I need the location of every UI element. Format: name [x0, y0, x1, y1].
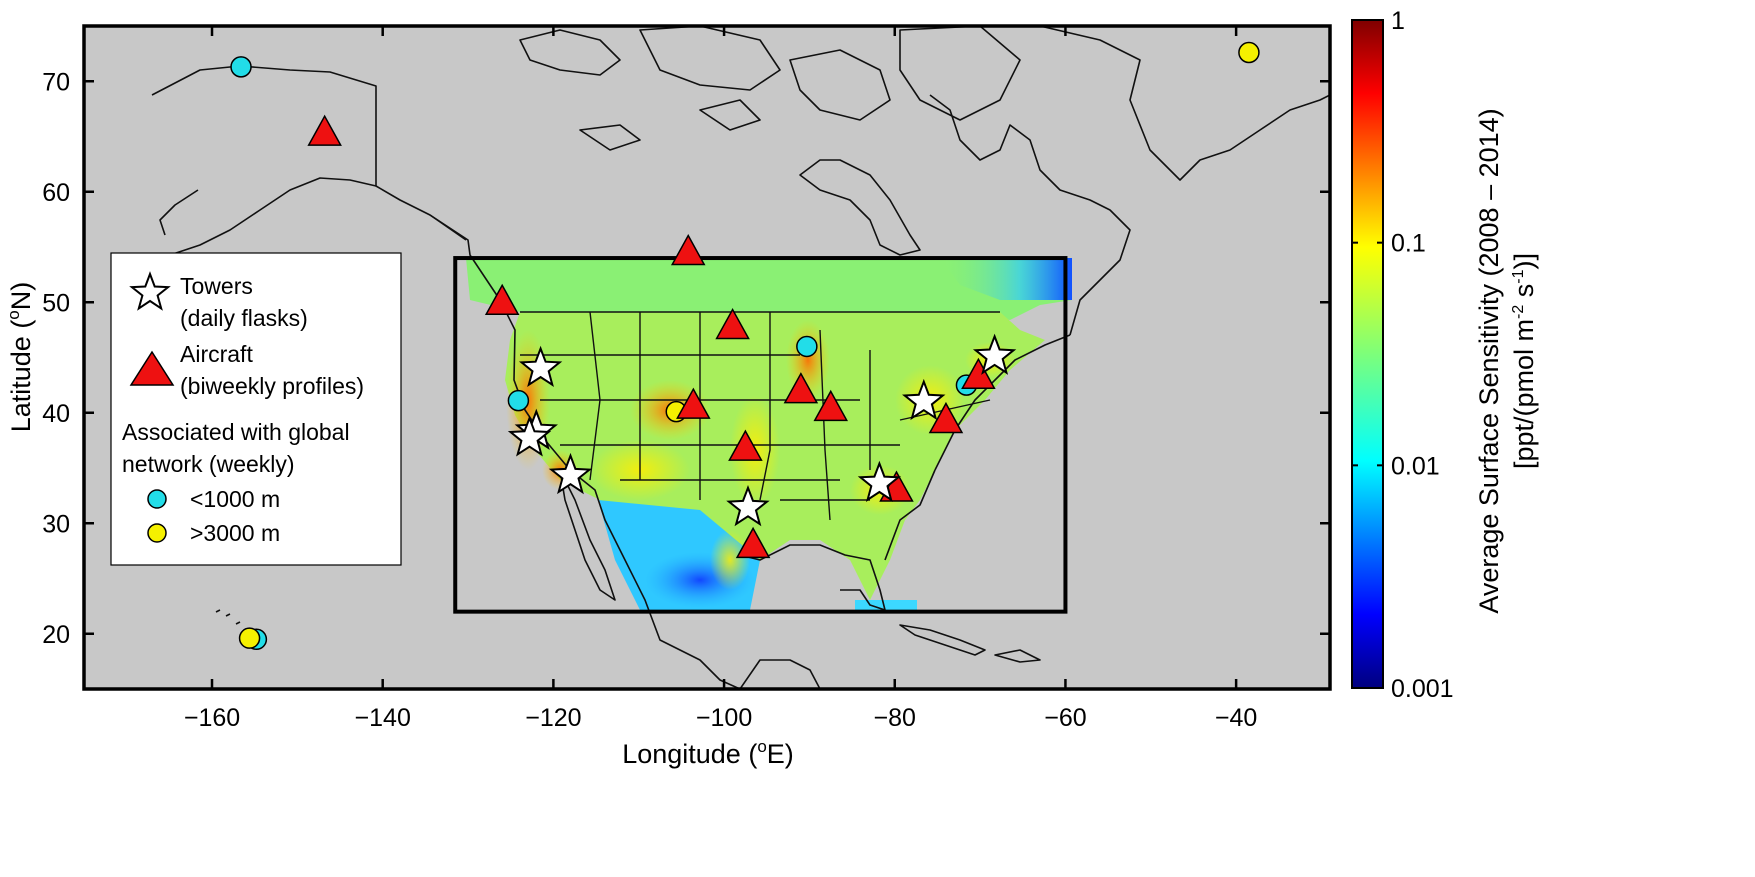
x-tick-label: −60: [1044, 704, 1086, 732]
colorbar-ticks: 1 0.1 0.01 0.001: [1352, 7, 1454, 703]
colorbar-tick-label: 1: [1391, 7, 1405, 35]
x-tick-label: −120: [525, 704, 581, 732]
legend-aircraft-icon: [129, 350, 175, 386]
global-high-site: [238, 627, 261, 649]
y-tick-label: 30: [42, 510, 70, 538]
colorbar-tick-label: 0.1: [1391, 230, 1426, 258]
tower-site: [972, 333, 1017, 375]
x-tick-label: −80: [874, 704, 916, 732]
tower-site: [518, 345, 563, 387]
x-tick-label: −140: [355, 704, 411, 732]
inversion-domain-box: [453, 256, 1068, 614]
aircraft-site: [735, 526, 771, 559]
y-tick-label: 70: [42, 68, 70, 96]
aircraft-site: [307, 114, 342, 146]
colorbar: 1 0.1 0.01 0.001 Average Surface Sensitivit…: [1351, 7, 1539, 703]
tower-site: [548, 452, 593, 495]
tower-site: [902, 378, 946, 421]
coastlines: [139, 26, 1330, 689]
legend: Towers (daily flasks) Aircraft (biweekly…: [110, 252, 402, 566]
x-tick-label: −40: [1215, 704, 1257, 732]
y-tick-label: 60: [42, 179, 70, 207]
legend-towers-sub: (daily flasks): [180, 305, 308, 331]
x-tick-label: −160: [184, 704, 240, 732]
tower-site: [857, 460, 902, 502]
x-axis-title: Longitude (oE): [622, 737, 794, 769]
aircraft-site: [484, 283, 520, 315]
legend-global-line2: network (weekly): [122, 451, 295, 477]
colorbar-tick-label: 0.001: [1391, 675, 1454, 703]
state-borders: [429, 214, 1000, 521]
legend-low-label: <1000 m: [190, 486, 280, 512]
colorbar-title-line2: [ppt/(pmol m-2 s-1)]: [1509, 253, 1539, 469]
tower-site: [726, 484, 770, 527]
legend-aircraft-sub: (biweekly profiles): [180, 373, 364, 399]
y-axis-ticks: 20 30 40 50 60 70: [42, 68, 1330, 649]
legend-aircraft-label: Aircraft: [180, 341, 253, 367]
y-tick-label: 40: [42, 400, 70, 428]
plot-frame: [82, 24, 1332, 691]
aircraft-site: [813, 389, 849, 422]
map-layer: [139, 26, 1330, 689]
colorbar-gradient: [1351, 19, 1384, 689]
site-markers: [230, 41, 1260, 651]
global-low-site: [230, 56, 252, 78]
global-low-site: [507, 389, 530, 412]
aircraft-site: [676, 387, 711, 419]
legend-high-icon: [147, 523, 167, 543]
aircraft-site: [928, 401, 964, 434]
tower-site: [507, 415, 552, 457]
colorbar-tick-label: 0.01: [1391, 452, 1440, 480]
legend-towers-label: Towers: [180, 273, 253, 299]
legend-global-line1: Associated with global: [122, 419, 350, 445]
x-axis-ticks: −160 −140 −120 −100 −80 −60 −40: [184, 26, 1257, 732]
y-tick-label: 20: [42, 621, 70, 649]
legend-low-icon: [147, 489, 167, 509]
y-tick-label: 50: [42, 289, 70, 317]
aircraft-site: [715, 308, 750, 340]
colorbar-title-line1: Average Surface Sensitivity (2008 – 2014…: [1474, 108, 1504, 613]
y-axis-title: Latitude (oN): [4, 282, 36, 433]
aircraft-site: [728, 429, 763, 461]
aircraft-site: [670, 233, 706, 266]
aircraft-site: [961, 357, 996, 390]
x-tick-label: −100: [696, 704, 752, 732]
legend-tower-icon: [129, 271, 171, 311]
aircraft-site: [783, 372, 819, 404]
legend-high-label: >3000 m: [190, 520, 280, 546]
global-high-site: [1238, 41, 1260, 64]
global-low-site: [796, 335, 818, 358]
